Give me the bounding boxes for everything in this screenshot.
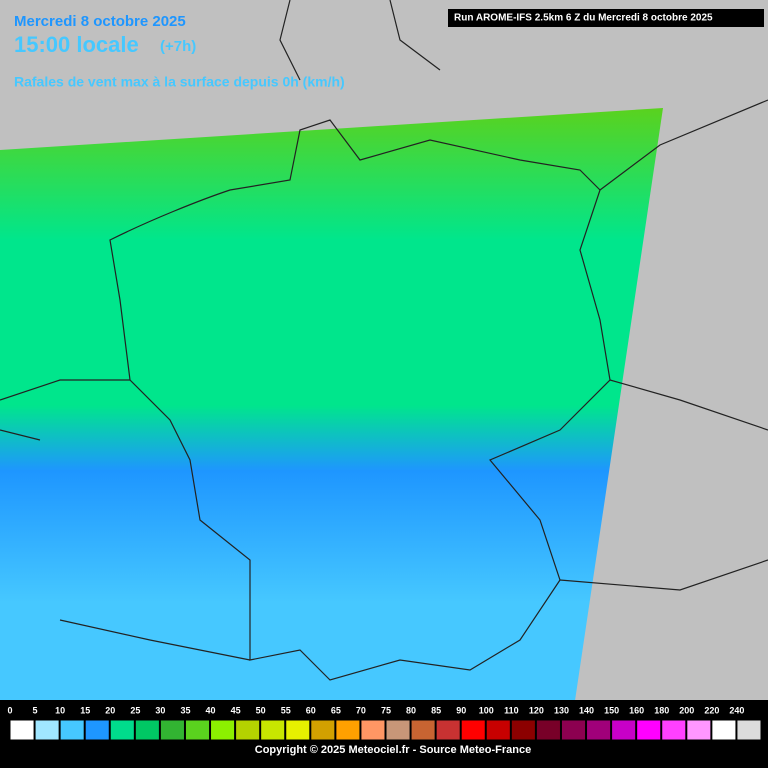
legend-swatch: [159, 719, 185, 741]
legend-label: 85: [431, 705, 441, 715]
legend-swatch: [385, 719, 411, 741]
legend-label: 240: [729, 705, 744, 715]
legend-swatch: [285, 719, 311, 741]
run-info: Run AROME-IFS 2.5km 6 Z du Mercredi 8 oc…: [454, 13, 713, 24]
legend-swatch: [435, 719, 461, 741]
legend-swatch: [460, 719, 486, 741]
legend-swatch: [210, 719, 236, 741]
legend-label: 25: [130, 705, 140, 715]
legend-swatch: [736, 719, 762, 741]
legend-label: 65: [331, 705, 341, 715]
legend-swatch: [661, 719, 687, 741]
legend-swatch: [59, 719, 85, 741]
legend-label: 110: [504, 705, 519, 715]
legend-swatch: [586, 719, 612, 741]
legend-swatch: [485, 719, 511, 741]
legend-swatch: [235, 719, 261, 741]
legend-swatch: [109, 719, 135, 741]
legend-swatch: [134, 719, 160, 741]
legend-label: 15: [80, 705, 90, 715]
time: 15:00 locale: [14, 32, 139, 57]
legend-label: 10: [55, 705, 65, 715]
legend-label: 75: [381, 705, 391, 715]
copyright: Copyright © 2025 Meteociel.fr - Source M…: [255, 744, 531, 756]
legend-swatch: [310, 719, 336, 741]
neighbor-borders: [0, 99, 768, 661]
legend-label: 130: [554, 705, 569, 715]
legend-label: 150: [604, 705, 619, 715]
legend-swatch: [260, 719, 286, 741]
borders: [0, 0, 768, 681]
legend-label: 60: [306, 705, 316, 715]
legend-swatch: [560, 719, 587, 741]
legend-label: 220: [704, 705, 719, 715]
legend-swatch: [410, 719, 436, 741]
legend-swatch: [510, 719, 536, 741]
legend-label: 200: [679, 705, 694, 715]
legend-swatch: [184, 719, 211, 741]
legend-swatch: [535, 719, 561, 741]
legend-swatch: [711, 719, 737, 741]
subtitle: Rafales de vent max à la surface depuis …: [14, 74, 345, 90]
wind-field: [0, 108, 663, 768]
legend-swatch: [360, 719, 386, 741]
legend-swatch: [611, 719, 637, 741]
legend-label: 180: [654, 705, 669, 715]
legend-label: 140: [579, 705, 594, 715]
offset: (+7h): [160, 38, 196, 55]
legend-label: 100: [479, 705, 494, 715]
legend-swatch: [9, 719, 35, 741]
legend-swatch: [686, 719, 712, 741]
legend-label: 50: [256, 705, 266, 715]
coast-lines: [279, 0, 441, 81]
legend-swatch: [84, 719, 110, 741]
legend-label: 30: [155, 705, 165, 715]
legend-label: 80: [406, 705, 416, 715]
legend-label: 55: [281, 705, 291, 715]
legend-label: 70: [356, 705, 366, 715]
legend-swatch: [636, 719, 662, 741]
legend-label: 45: [231, 705, 241, 715]
legend-label: 40: [206, 705, 216, 715]
legend-label: 5: [33, 705, 38, 715]
legend-label: 120: [529, 705, 544, 715]
legend-swatch: [335, 719, 361, 741]
run-box: [448, 9, 764, 27]
legend-swatch: [34, 719, 60, 741]
legend-label: 20: [105, 705, 115, 715]
legend-label: 160: [629, 705, 644, 715]
legend-label: 35: [180, 705, 190, 715]
legend-label: 90: [456, 705, 466, 715]
date: Mercredi 8 octobre 2025: [14, 13, 186, 30]
legend-label: 0: [7, 705, 12, 715]
